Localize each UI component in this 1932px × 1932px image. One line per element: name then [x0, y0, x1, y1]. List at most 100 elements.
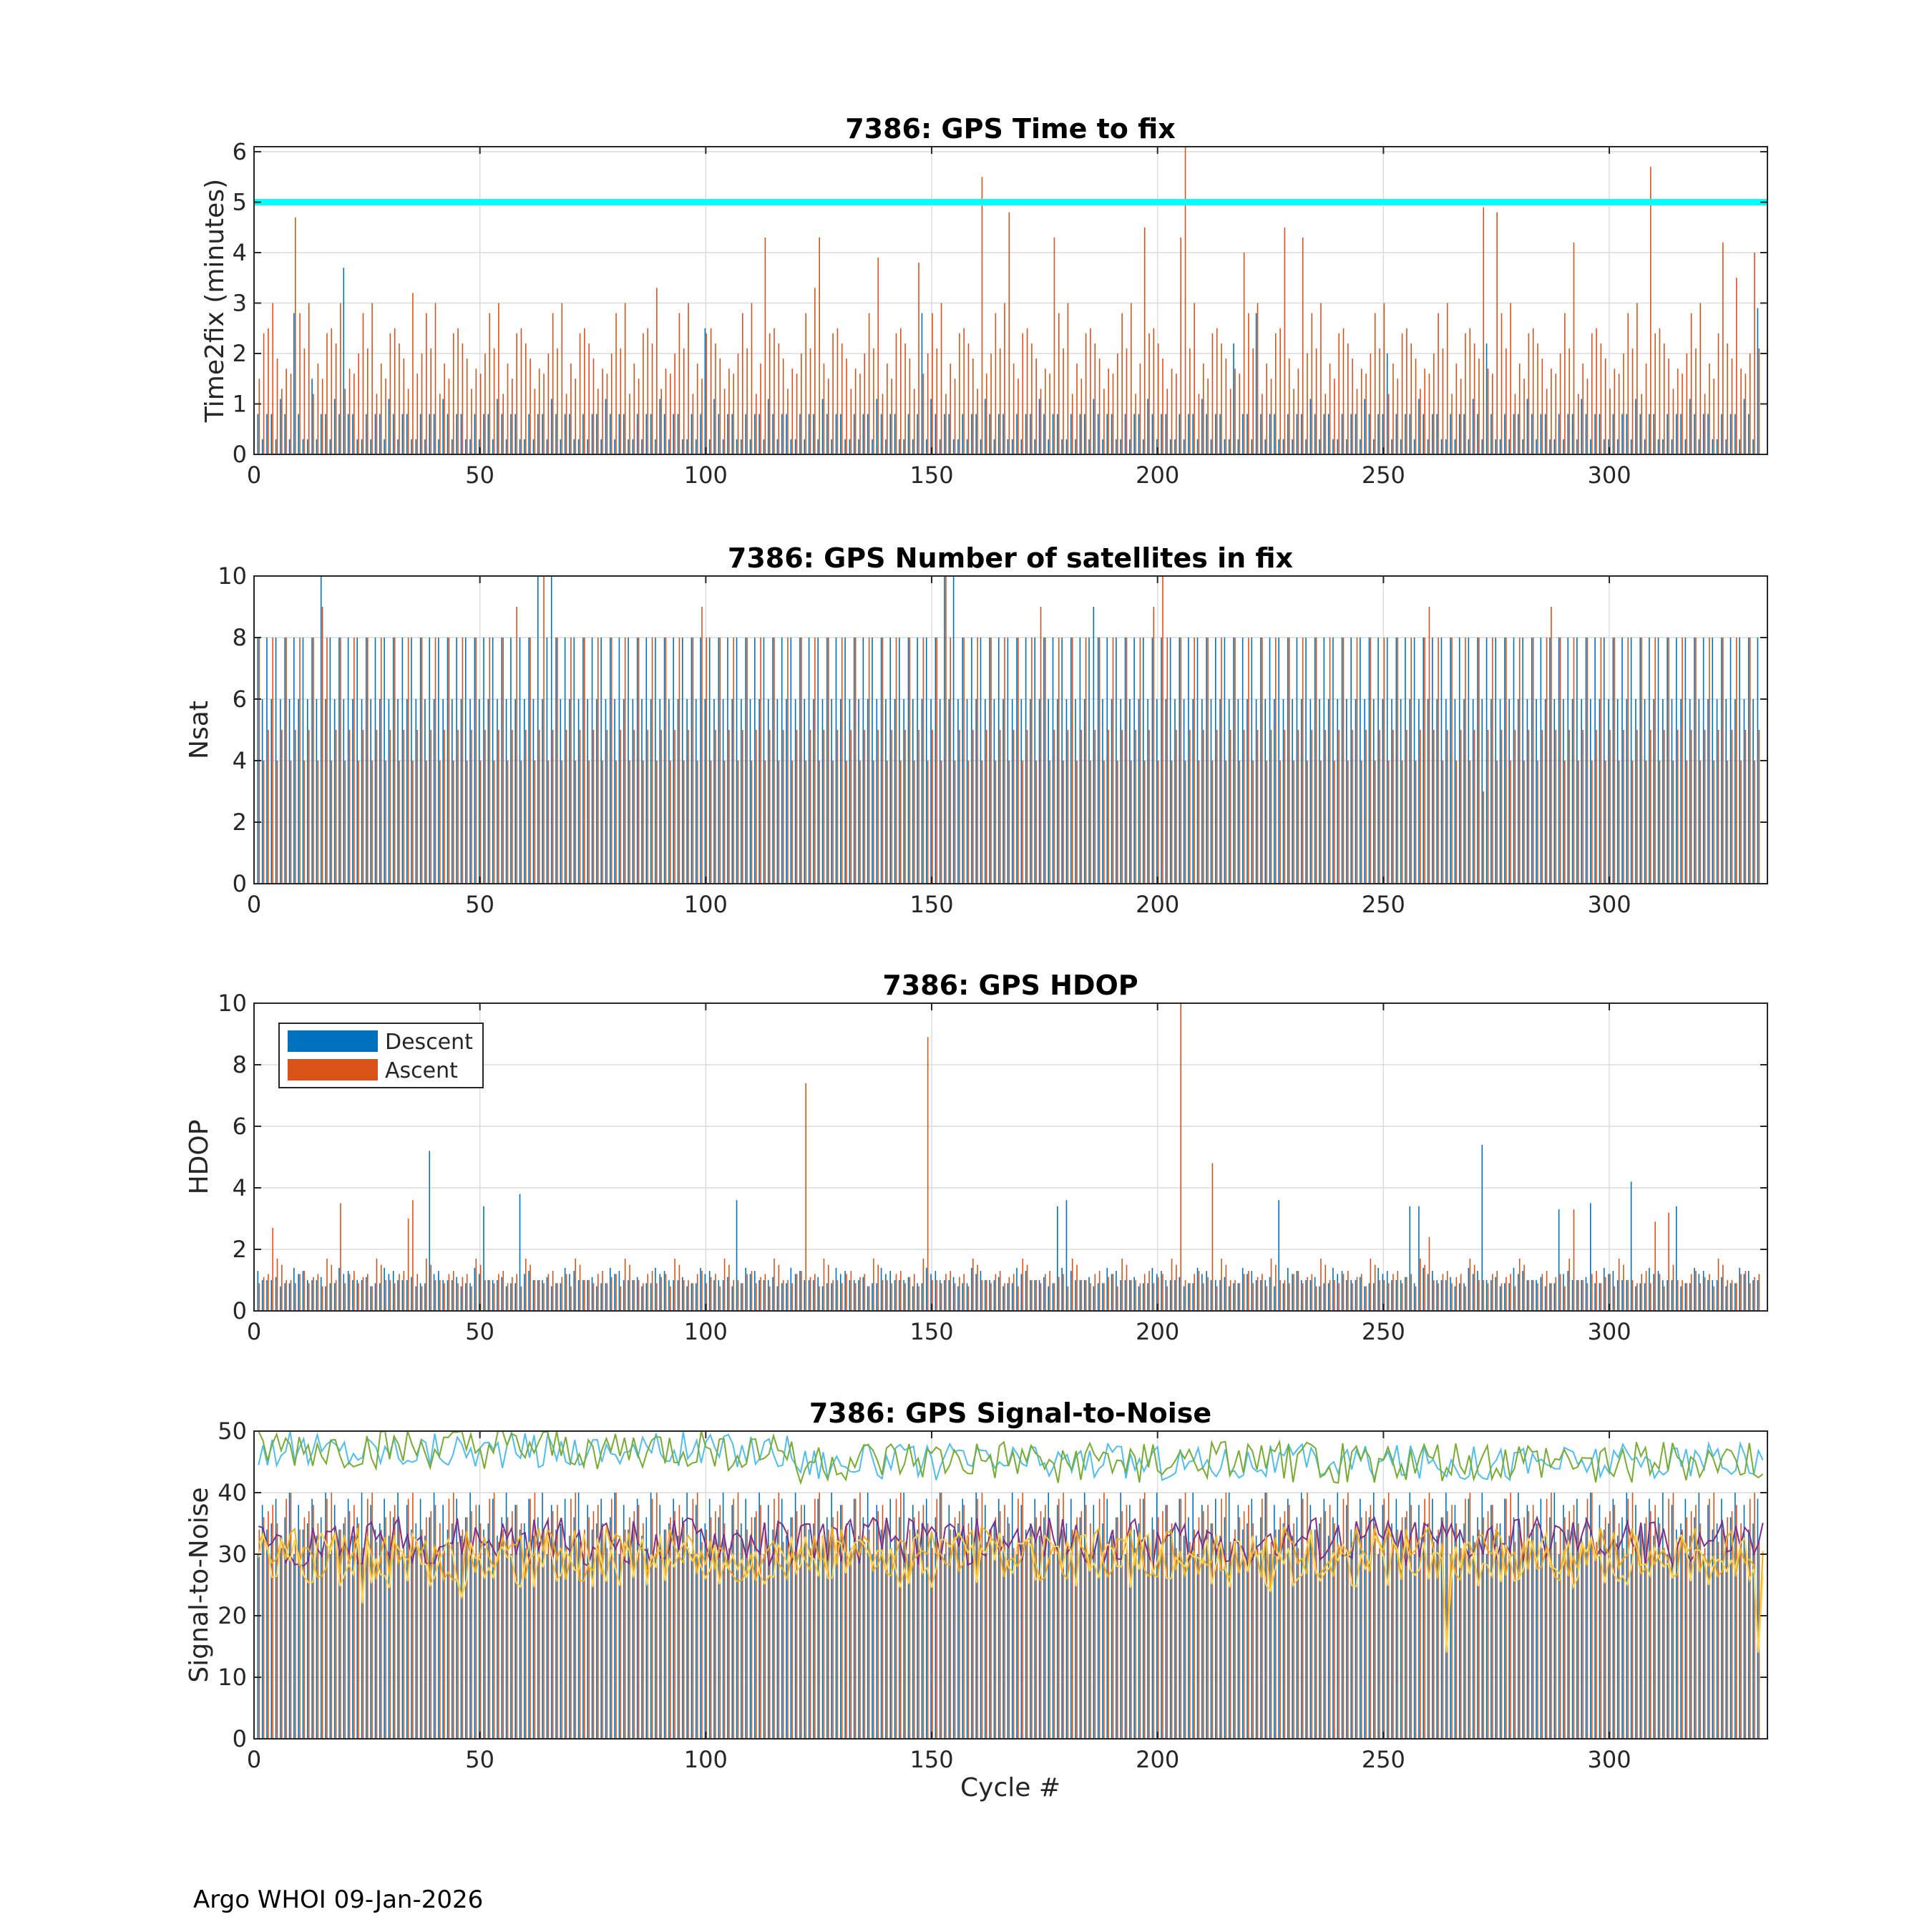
descent-bar	[1729, 1283, 1732, 1311]
descent-bar	[1034, 638, 1036, 884]
descent-bar	[1694, 1517, 1695, 1739]
ascent-bar	[692, 638, 694, 884]
ascent-bar	[1387, 1283, 1390, 1311]
ascent-bar	[733, 374, 734, 454]
ascent-bar	[416, 730, 419, 884]
descent-bar	[821, 399, 824, 454]
ascent-bar	[638, 1280, 640, 1311]
descent-bar	[1052, 638, 1054, 884]
ascent-bar	[1727, 1280, 1728, 1311]
ascent-bar	[1293, 1523, 1294, 1739]
descent-bar	[708, 1498, 711, 1739]
descent-bar	[1594, 1283, 1596, 1311]
descent-bar	[564, 414, 566, 454]
ascent-bar	[1573, 638, 1575, 884]
descent-bar	[1079, 414, 1081, 454]
ascent-bar	[670, 761, 671, 884]
snr-series-line	[258, 1430, 1764, 1485]
descent-bar	[356, 439, 358, 454]
descent-bar	[460, 414, 462, 454]
descent-bar	[1337, 1493, 1339, 1739]
ascent-bar	[362, 1548, 364, 1739]
descent-bar	[388, 1274, 390, 1311]
descent-bar	[1752, 699, 1754, 884]
ascent-bar	[1035, 761, 1037, 884]
ascent-bar	[1690, 730, 1692, 884]
ascent-bar	[967, 761, 970, 884]
ascent-bar	[489, 313, 491, 454]
descent-bar	[1183, 1286, 1185, 1311]
descent-bar	[1463, 1523, 1465, 1739]
ascent-bars	[258, 1003, 1760, 1311]
descent-bar	[872, 1554, 873, 1739]
descent-bar	[1707, 699, 1709, 884]
descent-bar	[379, 1283, 381, 1311]
ascent-bar	[1143, 761, 1146, 884]
descent-bar	[524, 1523, 525, 1739]
descent-bar	[1323, 638, 1325, 884]
descent-bar	[1382, 1274, 1384, 1311]
ascent-bar	[570, 638, 572, 884]
ascent-bar	[1559, 1529, 1561, 1739]
descent-bar	[786, 1283, 787, 1311]
descent-bar	[912, 439, 914, 454]
ascent-bar	[340, 638, 341, 884]
descent-bar	[808, 1529, 810, 1739]
ascent-bar	[1551, 369, 1552, 454]
descent-bar	[1007, 1283, 1009, 1311]
descent-bar	[505, 439, 507, 454]
descent-bar	[1481, 1144, 1483, 1311]
ascent-bar	[1469, 1493, 1471, 1739]
descent-bar	[1083, 1493, 1085, 1739]
descent-bar	[1477, 414, 1478, 454]
ascent-bar	[706, 1283, 708, 1311]
descent-bar	[1179, 638, 1181, 884]
ascent-bar	[1609, 730, 1611, 884]
descent-bar	[261, 1280, 263, 1311]
descent-bar	[1463, 414, 1465, 454]
descent-bar	[564, 1267, 566, 1311]
descent-bar	[1133, 1529, 1135, 1739]
ascent-bar	[1582, 1280, 1584, 1311]
descent-bar	[849, 699, 851, 884]
descent-bar	[609, 1517, 611, 1739]
ascent-bar	[1135, 394, 1136, 454]
descent-bar	[1011, 1493, 1013, 1739]
descent-bar	[993, 439, 995, 454]
ascent-bar	[760, 638, 761, 884]
descent-bar	[1440, 439, 1443, 454]
descent-bar	[1558, 638, 1560, 884]
descent-bar	[623, 414, 625, 454]
descent-bar	[1061, 1529, 1063, 1739]
ascent-bar	[1148, 1271, 1150, 1311]
descent-bar	[794, 699, 796, 884]
ascent-bar	[1672, 1493, 1674, 1739]
ascent-bars	[258, 147, 1760, 454]
descent-bar	[1296, 414, 1298, 454]
descent-bar	[1472, 1274, 1474, 1311]
descent-bar	[406, 414, 408, 454]
ascent-bar	[1731, 1511, 1733, 1739]
ascent-bar	[846, 761, 847, 884]
descent-bar	[663, 1271, 665, 1311]
ascent-bar	[1063, 348, 1064, 454]
descent-bar	[1174, 439, 1176, 454]
ascent-bar	[466, 358, 468, 454]
descent-bar	[415, 439, 417, 454]
descent-bar	[1508, 1536, 1510, 1739]
descent-bar	[569, 414, 570, 454]
ascent-bar	[1397, 638, 1399, 884]
descent-bar	[889, 1498, 892, 1739]
descent-bar	[497, 1536, 498, 1739]
ascent-bar	[471, 1286, 472, 1311]
descent-bar	[370, 1286, 371, 1311]
ascent-bar	[778, 1493, 780, 1739]
ascent-bar	[764, 237, 766, 454]
ascent-bar	[484, 730, 486, 884]
ascent-bar	[1442, 348, 1444, 454]
descent-bar	[1264, 699, 1267, 884]
ascent-bar	[340, 1529, 341, 1739]
descent-bar	[492, 439, 494, 454]
ascent-bar	[344, 389, 346, 454]
ascent-bar	[1591, 1493, 1593, 1739]
